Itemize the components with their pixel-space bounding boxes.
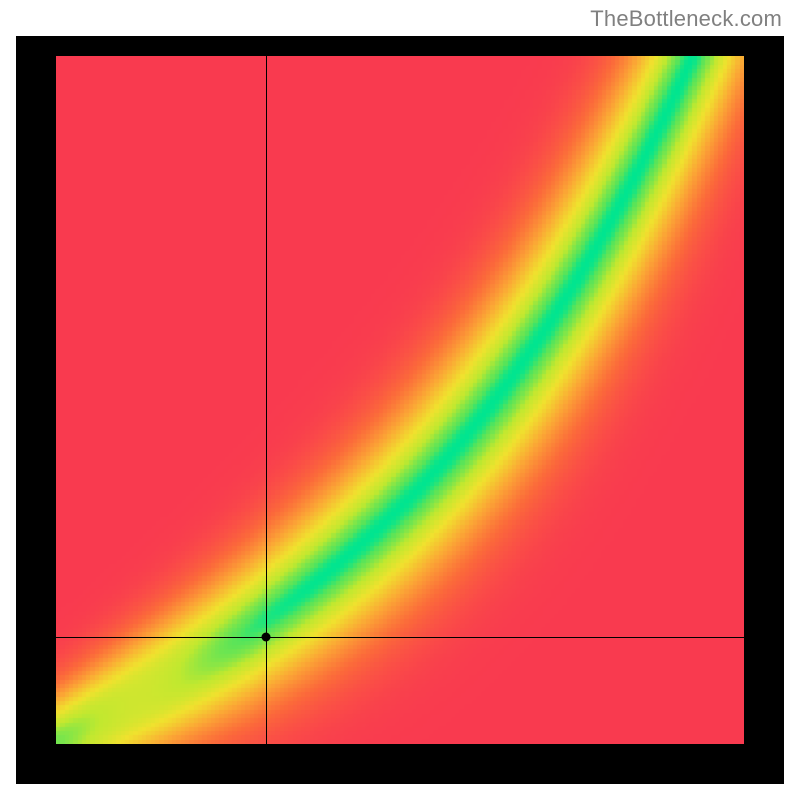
watermark-text: TheBottleneck.com [590,6,782,32]
heatmap-canvas [56,56,744,744]
plot-area [56,56,744,744]
plot-frame [16,36,784,784]
